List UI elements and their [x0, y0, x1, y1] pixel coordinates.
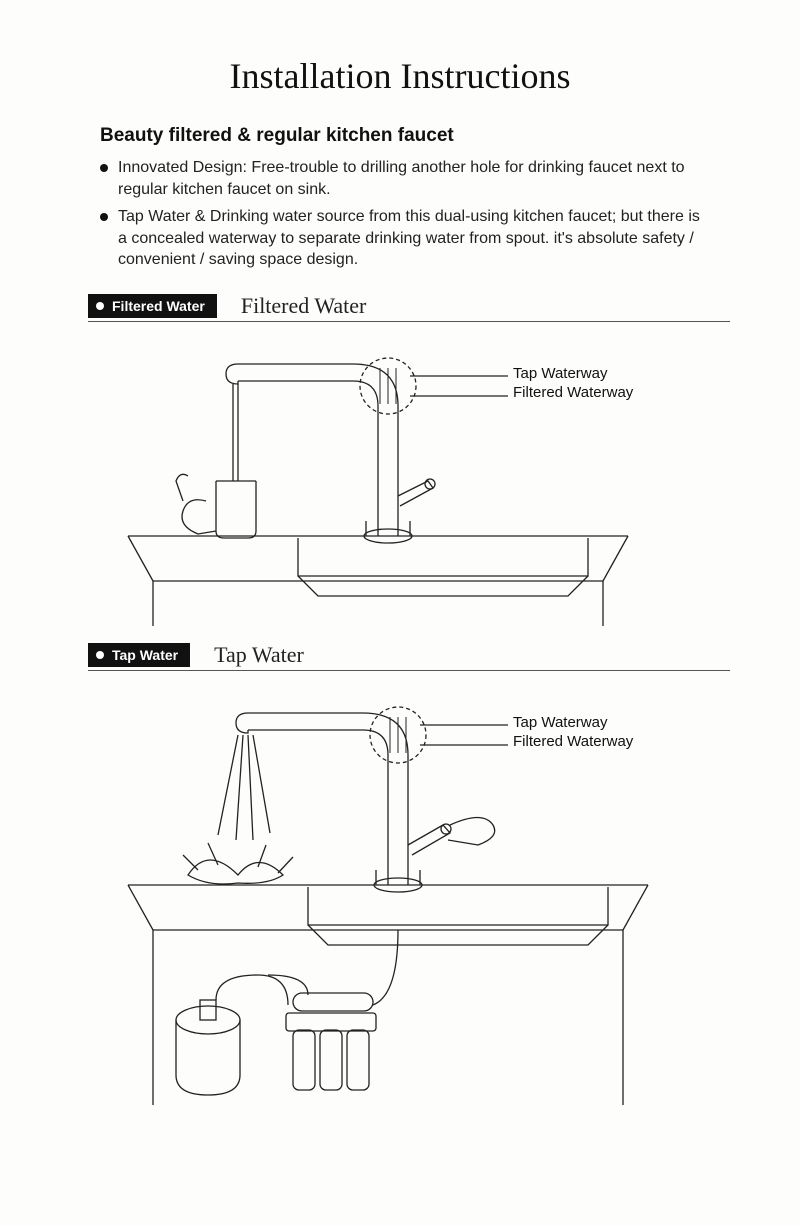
pill-dot-icon [96, 651, 104, 659]
list-item: Innovated Design: Free-trouble to drilli… [100, 157, 700, 200]
diagram-filtered-water: Tap Waterway Filtered Waterway [88, 326, 730, 636]
pill-dot-icon [96, 302, 104, 310]
section-name: Filtered Water [241, 293, 367, 319]
pill-label: Filtered Water [112, 298, 205, 314]
bullet-text: Innovated Design: Free-trouble to drilli… [118, 157, 700, 200]
section-header-filtered: Filtered Water Filtered Water [88, 293, 730, 322]
pill-label: Tap Water [112, 647, 178, 663]
callout-filtered-waterway: Filtered Waterway [513, 732, 633, 752]
bullet-list: Innovated Design: Free-trouble to drilli… [100, 157, 700, 271]
section-name: Tap Water [214, 642, 304, 668]
bullet-icon [100, 213, 108, 221]
subtitle: Beauty filtered & regular kitchen faucet [100, 125, 730, 147]
section-pill: Filtered Water [88, 294, 217, 318]
callout-filtered-waterway: Filtered Waterway [513, 383, 633, 403]
callout-tap-waterway: Tap Waterway [513, 713, 633, 733]
callout-labels: Tap Waterway Filtered Waterway [513, 713, 633, 752]
section-pill: Tap Water [88, 643, 190, 667]
list-item: Tap Water & Drinking water source from t… [100, 206, 700, 271]
callout-tap-waterway: Tap Waterway [513, 364, 633, 384]
bullet-text: Tap Water & Drinking water source from t… [118, 206, 700, 271]
diagram-tap-water: Tap Waterway Filtered Waterway [88, 675, 730, 1115]
bullet-icon [100, 164, 108, 172]
page-title: Installation Instructions [70, 55, 730, 97]
section-header-tap: Tap Water Tap Water [88, 642, 730, 671]
callout-labels: Tap Waterway Filtered Waterway [513, 364, 633, 403]
